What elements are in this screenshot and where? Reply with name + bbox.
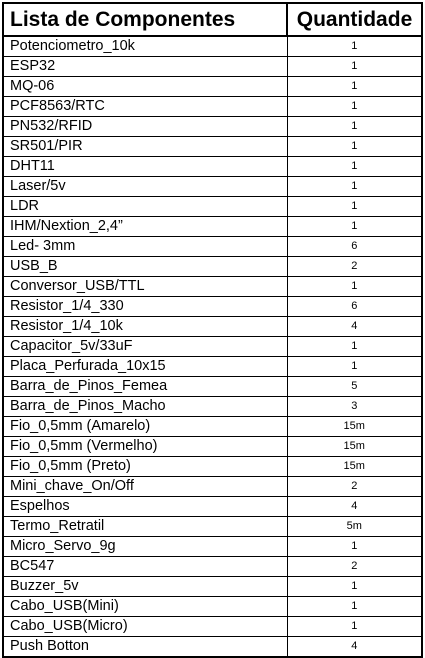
table-row: Barra_de_Pinos_Femea 5 — [2, 376, 423, 397]
quantity-cell[interactable]: 1 — [286, 76, 423, 97]
quantity-cell[interactable]: 5m — [286, 516, 423, 537]
table-row: BC547 2 — [2, 556, 423, 577]
table-row: Buzzer_5v 1 — [2, 576, 423, 597]
component-name-cell[interactable]: Potenciometro_10k — [2, 35, 288, 57]
table-row: Potenciometro_10k 1 — [2, 35, 423, 57]
quantity-cell[interactable]: 1 — [286, 176, 423, 197]
quantity-cell[interactable]: 6 — [286, 296, 423, 317]
quantity-cell[interactable]: 1 — [286, 356, 423, 377]
table-row: Mini_chave_On/Off 2 — [2, 476, 423, 497]
component-name-cell[interactable]: Barra_de_Pinos_Femea — [2, 376, 288, 397]
table-row: ESP32 1 — [2, 56, 423, 77]
component-name-cell[interactable]: Cabo_USB(Micro) — [2, 616, 288, 637]
component-name-cell[interactable]: Capacitor_5v/33uF — [2, 336, 288, 357]
quantity-cell[interactable]: 1 — [286, 616, 423, 637]
table-row: Push Botton 4 — [2, 636, 423, 658]
quantity-cell[interactable]: 1 — [286, 96, 423, 117]
component-name-cell[interactable]: Push Botton — [2, 636, 288, 658]
table-row: Espelhos 4 — [2, 496, 423, 517]
quantity-cell[interactable]: 1 — [286, 56, 423, 77]
table-row: Conversor_USB/TTL 1 — [2, 276, 423, 297]
table-row: Cabo_USB(Mini) 1 — [2, 596, 423, 617]
component-name-cell[interactable]: Mini_chave_On/Off — [2, 476, 288, 497]
component-name-cell[interactable]: LDR — [2, 196, 288, 217]
quantity-cell[interactable]: 4 — [286, 316, 423, 337]
component-name-cell[interactable]: Cabo_USB(Mini) — [2, 596, 288, 617]
quantity-cell[interactable]: 1 — [286, 156, 423, 177]
table-row: Cabo_USB(Micro) 1 — [2, 616, 423, 637]
quantity-cell[interactable]: 5 — [286, 376, 423, 397]
component-name-cell[interactable]: Fio_0,5mm (Vermelho) — [2, 436, 288, 457]
component-name-cell[interactable]: USB_B — [2, 256, 288, 277]
component-name-cell[interactable]: MQ-06 — [2, 76, 288, 97]
header-quantity[interactable]: Quantidade — [286, 2, 423, 37]
quantity-cell[interactable]: 3 — [286, 396, 423, 417]
quantity-cell[interactable]: 1 — [286, 576, 423, 597]
component-name-cell[interactable]: Espelhos — [2, 496, 288, 517]
table-body: Potenciometro_10k 1 ESP32 1 MQ-06 1 PCF8563/RT… — [2, 35, 423, 658]
table-row: LDR 1 — [2, 196, 423, 217]
component-name-cell[interactable]: PN532/RFID — [2, 116, 288, 137]
quantity-cell[interactable]: 15m — [286, 436, 423, 457]
quantity-cell[interactable]: 4 — [286, 496, 423, 517]
table-row: Led- 3mm 6 — [2, 236, 423, 257]
table-row: Micro_Servo_9g 1 — [2, 536, 423, 557]
table-row: Barra_de_Pinos_Macho 3 — [2, 396, 423, 417]
component-name-cell[interactable]: Fio_0,5mm (Preto) — [2, 456, 288, 477]
component-name-cell[interactable]: Micro_Servo_9g — [2, 536, 288, 557]
quantity-cell[interactable]: 2 — [286, 256, 423, 277]
table-row: MQ-06 1 — [2, 76, 423, 97]
table-row: Resistor_1/4_10k 4 — [2, 316, 423, 337]
quantity-cell[interactable]: 6 — [286, 236, 423, 257]
quantity-cell[interactable]: 1 — [286, 136, 423, 157]
table-row: Fio_0,5mm (Vermelho) 15m — [2, 436, 423, 457]
component-name-cell[interactable]: Resistor_1/4_10k — [2, 316, 288, 337]
quantity-cell[interactable]: 2 — [286, 556, 423, 577]
table-row: USB_B 2 — [2, 256, 423, 277]
table-row: PCF8563/RTC 1 — [2, 96, 423, 117]
table-row: Termo_Retratil 5m — [2, 516, 423, 537]
table-row: SR501/PIR 1 — [2, 136, 423, 157]
quantity-cell[interactable]: 15m — [286, 456, 423, 477]
table-row: PN532/RFID 1 — [2, 116, 423, 137]
component-name-cell[interactable]: DHT11 — [2, 156, 288, 177]
table-row: IHM/Nextion_2,4” 1 — [2, 216, 423, 237]
component-name-cell[interactable]: Led- 3mm — [2, 236, 288, 257]
quantity-cell[interactable]: 1 — [286, 596, 423, 617]
table-row: Fio_0,5mm (Preto) 15m — [2, 456, 423, 477]
quantity-cell[interactable]: 1 — [286, 276, 423, 297]
quantity-cell[interactable]: 1 — [286, 336, 423, 357]
quantity-cell[interactable]: 1 — [286, 216, 423, 237]
component-name-cell[interactable]: Termo_Retratil — [2, 516, 288, 537]
table-row: Resistor_1/4_330 6 — [2, 296, 423, 317]
component-name-cell[interactable]: Conversor_USB/TTL — [2, 276, 288, 297]
component-name-cell[interactable]: Placa_Perfurada_10x15 — [2, 356, 288, 377]
quantity-cell[interactable]: 1 — [286, 116, 423, 137]
table-row: Capacitor_5v/33uF 1 — [2, 336, 423, 357]
component-name-cell[interactable]: Barra_de_Pinos_Macho — [2, 396, 288, 417]
table-row: Fio_0,5mm (Amarelo) 15m — [2, 416, 423, 437]
component-name-cell[interactable]: Fio_0,5mm (Amarelo) — [2, 416, 288, 437]
quantity-cell[interactable]: 4 — [286, 636, 423, 658]
quantity-cell[interactable]: 15m — [286, 416, 423, 437]
component-name-cell[interactable]: PCF8563/RTC — [2, 96, 288, 117]
header-component[interactable]: Lista de Componentes — [2, 2, 288, 37]
component-name-cell[interactable]: Buzzer_5v — [2, 576, 288, 597]
table-row: Placa_Perfurada_10x15 1 — [2, 356, 423, 377]
component-name-cell[interactable]: BC547 — [2, 556, 288, 577]
quantity-cell[interactable]: 1 — [286, 196, 423, 217]
component-name-cell[interactable]: Resistor_1/4_330 — [2, 296, 288, 317]
component-name-cell[interactable]: ESP32 — [2, 56, 288, 77]
component-name-cell[interactable]: Laser/5v — [2, 176, 288, 197]
quantity-cell[interactable]: 1 — [286, 35, 423, 57]
component-name-cell[interactable]: SR501/PIR — [2, 136, 288, 157]
component-name-cell[interactable]: IHM/Nextion_2,4” — [2, 216, 288, 237]
quantity-cell[interactable]: 1 — [286, 536, 423, 557]
quantity-cell[interactable]: 2 — [286, 476, 423, 497]
table-row: Laser/5v 1 — [2, 176, 423, 197]
header-row: Lista de Componentes Quantidade — [2, 2, 423, 37]
table-row: DHT11 1 — [2, 156, 423, 177]
